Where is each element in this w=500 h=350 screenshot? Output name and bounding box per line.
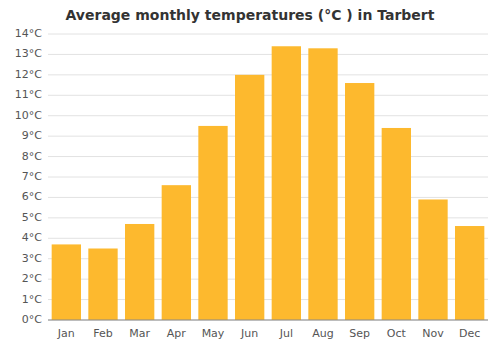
y-tick-label: 9°C (22, 129, 42, 142)
y-tick-label: 14°C (15, 27, 42, 40)
grid-line (48, 95, 488, 96)
bar (162, 185, 191, 320)
chart: 0°C 1°C 2°C 3°C 4°C 5°C 6°C 7°C 8°C 9°C 10°C 11°C 12… (0, 0, 500, 350)
bar (198, 126, 227, 320)
grid-line (48, 177, 488, 178)
x-tick-label: Dec (459, 327, 480, 340)
bar (52, 244, 81, 320)
bar (125, 224, 154, 320)
grid-line (48, 34, 488, 35)
x-axis: Jan Feb Mar Apr May Jun Jul Aug Sep Oct Nov Dec (48, 320, 488, 340)
grid-line (48, 115, 488, 116)
x-tick-label: Jul (279, 327, 293, 340)
grid-line (48, 136, 488, 137)
y-axis: 0°C 1°C 2°C 3°C 4°C 5°C 6°C 7°C 8°C 9°C 10°C 11°C 12… (15, 27, 488, 326)
bar (455, 226, 484, 320)
bar (345, 83, 374, 320)
bar (308, 48, 337, 320)
y-tick-label: 1°C (22, 293, 42, 306)
x-tick-label: May (202, 327, 225, 340)
x-tick-label: Oct (387, 327, 407, 340)
x-tick-label: Jan (57, 327, 75, 340)
y-tick-label: 5°C (22, 211, 42, 224)
x-tick-label: Jun (240, 327, 258, 340)
bar (235, 75, 264, 320)
page: {"chart_data": {"type": "bar", "title": … (0, 0, 500, 350)
y-tick-label: 10°C (15, 109, 42, 122)
grid-line (48, 54, 488, 55)
y-tick-label: 11°C (15, 88, 42, 101)
grid-line (48, 156, 488, 157)
x-tick-label: Sep (349, 327, 370, 340)
y-tick-label: 4°C (22, 231, 42, 244)
y-tick-label: 3°C (22, 252, 42, 265)
x-tick-label: Feb (93, 327, 112, 340)
x-tick-label: Mar (129, 327, 150, 340)
x-tick-label: Nov (422, 327, 444, 340)
x-tick-label: Aug (312, 327, 333, 340)
y-tick-label: 12°C (15, 68, 42, 81)
y-tick-label: 13°C (15, 47, 42, 60)
bar (272, 46, 301, 320)
grid-line (48, 197, 488, 198)
grid-line (48, 320, 488, 321)
y-tick-label: 7°C (22, 170, 42, 183)
y-tick-label: 0°C (22, 313, 42, 326)
grid-line (48, 74, 488, 75)
chart-container: 0°C 1°C 2°C 3°C 4°C 5°C 6°C 7°C 8°C 9°C 10°C 11°C 12… (0, 0, 500, 350)
y-tick-label: 8°C (22, 150, 42, 163)
bars (52, 46, 485, 320)
bar (382, 128, 411, 320)
bar (418, 199, 447, 320)
x-axis-line (48, 320, 488, 321)
plot-area: 0°C 1°C 2°C 3°C 4°C 5°C 6°C 7°C 8°C 9°C 10°C 11°C 12… (15, 27, 488, 340)
title: Average monthly temperatures (°C ) in Ta… (66, 7, 435, 23)
y-tick-label: 2°C (22, 272, 42, 285)
bar (88, 249, 117, 321)
y-tick-label: 6°C (22, 190, 42, 203)
x-tick-label: Apr (167, 327, 187, 340)
